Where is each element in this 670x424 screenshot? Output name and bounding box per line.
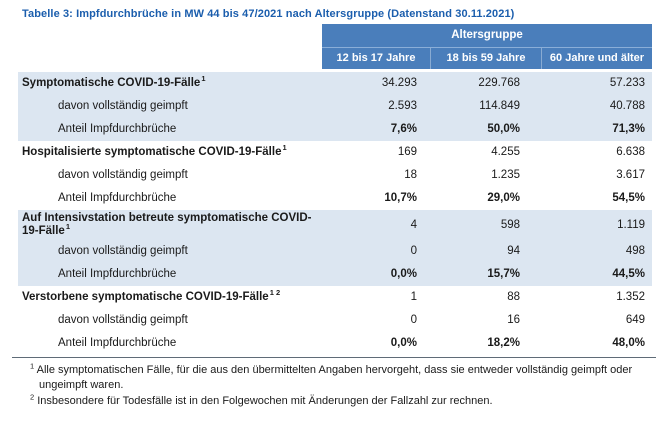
cell-value: 71,3% [612, 123, 645, 135]
footnote-2-marker: 2 [30, 392, 35, 402]
header-body-gap [18, 69, 652, 72]
cell-value: 4.255 [491, 146, 520, 158]
table-row: davon vollständig geimpft 18 1.235 3.617 [18, 164, 652, 187]
table-row: Auf Intensivstation betreute symptomatis… [18, 210, 652, 240]
header-agegroups: Altersgruppe 12 bis 17 Jahre 18 bis 59 J… [322, 24, 652, 69]
table-row: davon vollständig geimpft 2.593 114.849 … [18, 95, 652, 118]
cell-value: 114.849 [479, 100, 520, 112]
report-page: Tabelle 3: Impfdurchbrüche in MW 44 bis … [0, 8, 670, 424]
cell-value: 229.768 [478, 77, 520, 89]
table-row: Hospitalisierte symptomatische COVID-19-… [18, 141, 652, 164]
cell-value: 0 [410, 245, 417, 257]
row-label: Auf Intensivstation betreute symptomatis… [18, 210, 322, 240]
table-row: Anteil Impfdurchbrüche 0,0% 18,2% 48,0% [18, 332, 652, 355]
table-row: Verstorbene symptomatische COVID-19-Fäll… [18, 286, 652, 309]
table-row: Symptomatische COVID-19-Fälle1 34.293 22… [18, 72, 652, 95]
row-label-text: Hospitalisierte symptomatische COVID-19-… [22, 146, 282, 158]
table-row: Anteil Impfdurchbrüche 10,7% 29,0% 54,5% [18, 187, 652, 210]
row-label-vaccinated: davon vollständig geimpft [58, 169, 188, 181]
row-label-share: Anteil Impfdurchbrüche [58, 337, 177, 349]
footnote-marker: 1 [282, 143, 287, 153]
column-header-12-17: 12 bis 17 Jahre [322, 48, 430, 69]
footnote-1: 1 Alle symptomatischen Fälle, für die au… [30, 361, 670, 393]
row-label: Verstorbene symptomatische COVID-19-Fäll… [18, 289, 322, 306]
column-group-header-altersgruppe: Altersgruppe [322, 24, 652, 47]
cell-value: 48,0% [612, 337, 645, 349]
footnote-1-marker: 1 [30, 361, 35, 371]
footnote-marker: 1 2 [269, 288, 281, 298]
cell-value: 7,6% [390, 123, 417, 135]
row-label-text: Verstorbene symptomatische COVID-19-Fäll… [22, 291, 269, 303]
footnote-2: 2 Insbesondere für Todesfälle ist in den… [30, 392, 670, 409]
header-spacer [18, 24, 322, 69]
cell-value: 2.593 [388, 100, 417, 112]
cell-value: 598 [500, 218, 520, 231]
cell-value: 34.293 [381, 77, 417, 89]
cell-value: 169 [397, 146, 417, 158]
cell-value: 44,5% [612, 268, 645, 280]
cell-value: 16 [507, 314, 520, 326]
row-label-vaccinated: davon vollständig geimpft [58, 314, 188, 326]
row-label-vaccinated: davon vollständig geimpft [58, 245, 188, 257]
footnote-marker: 1 [65, 222, 70, 232]
table-row: davon vollständig geimpft 0 16 649 [18, 309, 652, 332]
column-headers: 12 bis 17 Jahre 18 bis 59 Jahre 60 Jahre… [322, 47, 652, 69]
cell-value: 6.638 [616, 146, 645, 158]
data-table: Altersgruppe 12 bis 17 Jahre 18 bis 59 J… [12, 24, 656, 409]
cell-value: 4 [410, 218, 417, 231]
column-header-18-59: 18 bis 59 Jahre [430, 48, 541, 69]
table-title: Tabelle 3: Impfdurchbrüche in MW 44 bis … [22, 8, 515, 20]
cell-value: 94 [507, 245, 520, 257]
group-hospitalised-cases: Hospitalisierte symptomatische COVID-19-… [18, 141, 652, 210]
cell-value: 498 [625, 245, 645, 257]
cell-value: 54,5% [612, 192, 645, 204]
cell-value: 40.788 [609, 100, 645, 112]
table-row: davon vollständig geimpft 0 94 498 [18, 240, 652, 263]
cell-value: 0 [410, 314, 417, 326]
cell-value: 18,2% [487, 337, 520, 349]
cell-value: 1.235 [491, 169, 520, 181]
cell-value: 10,7% [384, 192, 417, 204]
cell-value: 0,0% [390, 337, 417, 349]
table-bottom-border [12, 357, 656, 358]
cell-value: 649 [625, 314, 645, 326]
footnote-1-text: Alle symptomatischen Fälle, für die aus … [36, 364, 633, 391]
cell-value: 15,7% [487, 268, 520, 280]
table-header: Altersgruppe 12 bis 17 Jahre 18 bis 59 J… [18, 24, 652, 69]
cell-value: 29,0% [487, 192, 520, 204]
group-symptomatic-cases: Symptomatische COVID-19-Fälle1 34.293 22… [18, 72, 652, 141]
row-label-vaccinated: davon vollständig geimpft [58, 100, 188, 112]
footnote-marker: 1 [201, 74, 206, 84]
row-label: Hospitalisierte symptomatische COVID-19-… [18, 144, 322, 161]
cell-value: 88 [507, 291, 520, 303]
table-row: Anteil Impfdurchbrüche 0,0% 15,7% 44,5% [18, 263, 652, 286]
cell-value: 1.352 [616, 291, 645, 303]
row-label: Symptomatische COVID-19-Fälle1 [18, 75, 322, 92]
group-deceased-cases: Verstorbene symptomatische COVID-19-Fäll… [18, 286, 652, 355]
cell-value: 1 [410, 291, 417, 303]
footnotes: 1 Alle symptomatischen Fälle, für die au… [30, 361, 670, 409]
footnote-2-text: Insbesondere für Todesfälle ist in den F… [37, 395, 493, 407]
row-label-share: Anteil Impfdurchbrüche [58, 192, 177, 204]
cell-value: 18 [404, 169, 417, 181]
row-label-share: Anteil Impfdurchbrüche [58, 268, 177, 280]
table-row: Anteil Impfdurchbrüche 7,6% 50,0% 71,3% [18, 118, 652, 141]
row-label-share: Anteil Impfdurchbrüche [58, 123, 177, 135]
row-label-text: Symptomatische COVID-19-Fälle [22, 77, 201, 89]
cell-value: 57.233 [609, 77, 645, 89]
column-header-60-plus: 60 Jahre und älter [541, 48, 652, 69]
cell-value: 50,0% [487, 123, 520, 135]
row-label-text: Auf Intensivstation betreute symptomatis… [22, 212, 312, 237]
cell-value: 1.119 [617, 218, 645, 231]
cell-value: 3.617 [616, 169, 645, 181]
group-icu-cases: Auf Intensivstation betreute symptomatis… [18, 210, 652, 286]
cell-value: 0,0% [390, 268, 417, 280]
